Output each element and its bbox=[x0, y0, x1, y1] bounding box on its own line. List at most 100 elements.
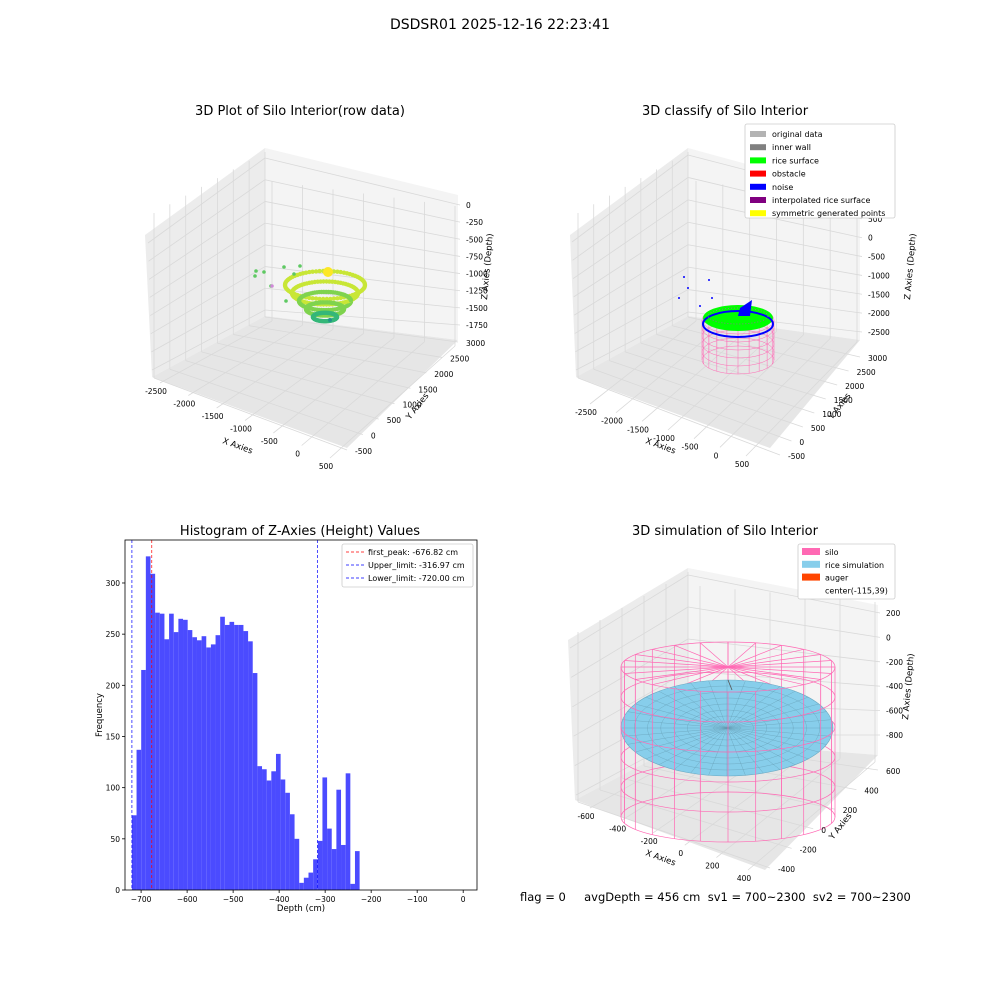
noise-point bbox=[699, 305, 701, 307]
x-tick-label: 0 bbox=[714, 451, 719, 460]
raw-point bbox=[253, 274, 257, 278]
rice-mesh-spoke bbox=[690, 727, 728, 774]
z-tick-label: -2000 bbox=[868, 309, 890, 318]
y-tick-label: 1000 bbox=[403, 401, 422, 410]
histogram-bar bbox=[308, 872, 314, 890]
histogram-bar bbox=[289, 814, 295, 890]
sim-y-label: Y Axies bbox=[827, 811, 855, 843]
raw-point bbox=[313, 296, 319, 301]
silo-lid-spoke bbox=[635, 666, 729, 680]
raw-point bbox=[307, 295, 312, 301]
legend-label: obstacle bbox=[772, 170, 806, 179]
silo-lid-spoke bbox=[652, 666, 729, 686]
histogram-bar bbox=[336, 789, 342, 890]
legend-swatch bbox=[750, 210, 766, 217]
raw-x-label: X Axies bbox=[221, 436, 254, 456]
auger-marker bbox=[727, 679, 733, 691]
rice-surface-point-cloud bbox=[703, 305, 773, 331]
histogram-bar bbox=[173, 632, 179, 890]
x-tick-label: −300 bbox=[315, 895, 336, 904]
raw-z-ticks: 0 -250 -500 -750 -1000 -1250 -1500 -1750 bbox=[466, 201, 488, 330]
z-tick-label: -1500 bbox=[466, 304, 488, 313]
raw-point bbox=[303, 270, 309, 275]
sim-z-ticks: 200 0 -200 -400 -600 -800 bbox=[886, 609, 903, 740]
x-tick-label: -2500 bbox=[145, 387, 167, 396]
histogram-bar bbox=[155, 612, 160, 890]
raw-plot-title: 3D Plot of Silo Interior(row data) bbox=[195, 104, 405, 119]
histogram-bar bbox=[150, 573, 156, 890]
raw-point bbox=[335, 296, 340, 301]
sim-x-ticks: -600 -400 -200 0 200 400 bbox=[577, 812, 751, 883]
rice-mesh-spoke bbox=[658, 727, 728, 765]
histogram-bar bbox=[303, 877, 309, 890]
z-tick-label: -600 bbox=[886, 707, 903, 716]
raw-point bbox=[292, 272, 296, 276]
x-tick-label: -2000 bbox=[601, 417, 623, 426]
histogram-bar bbox=[313, 859, 318, 890]
raw-point bbox=[310, 269, 315, 274]
raw-point bbox=[317, 268, 322, 274]
rice-mesh-spoke bbox=[627, 711, 728, 729]
hist-y-ticks: 0 50 100 150 200 250 300 bbox=[106, 579, 125, 895]
x-tick-label: -200 bbox=[641, 837, 658, 846]
histogram-bar bbox=[285, 792, 290, 890]
y-tick-label: 600 bbox=[886, 767, 901, 776]
figure-title: DSDSR01 2025-12-16 22:23:41 bbox=[389, 17, 610, 33]
raw-point bbox=[328, 296, 333, 302]
y-tick-label: 150 bbox=[106, 732, 121, 741]
silo-lid-spoke bbox=[624, 660, 729, 668]
histogram-bar bbox=[345, 773, 351, 890]
x-tick-label: -1500 bbox=[202, 412, 224, 421]
x-tick-label: −500 bbox=[223, 895, 244, 904]
histogram-bar bbox=[248, 641, 253, 890]
histogram-bar bbox=[327, 828, 332, 890]
sim-3d-plot: -600 -400 -200 0 200 400 -400 -200 0 200 400 600 2… bbox=[568, 543, 917, 883]
sim-legend: silo rice simulation auger center(-115,39) bbox=[797, 543, 896, 600]
histogram-bar bbox=[201, 636, 207, 890]
raw-point bbox=[298, 264, 302, 268]
histogram-bar bbox=[317, 840, 323, 890]
histogram-bar bbox=[229, 621, 235, 890]
y-tick-label: 1500 bbox=[834, 396, 853, 405]
legend-swatch bbox=[750, 144, 766, 151]
histogram-bar bbox=[210, 644, 216, 890]
raw-point bbox=[313, 269, 319, 274]
sim-rice-surface bbox=[620, 679, 834, 777]
legend-swatch bbox=[750, 157, 766, 164]
classify-x-ticks: -2500 -2000 -1500 -1000 -500 0 500 bbox=[575, 408, 749, 469]
rice-mesh-spoke bbox=[726, 727, 809, 760]
silo-lid-spoke bbox=[727, 666, 832, 674]
y-tick-label: 200 bbox=[106, 681, 121, 690]
z-tick-label: -500 bbox=[868, 253, 885, 262]
hist-frame bbox=[124, 539, 478, 891]
legend-label: Upper_limit: -316.97 cm bbox=[368, 561, 465, 570]
y-tick-label: 50 bbox=[110, 835, 120, 844]
rice-mesh-spoke bbox=[726, 682, 764, 729]
x-tick-label: −400 bbox=[269, 895, 290, 904]
histogram-bar bbox=[322, 777, 328, 890]
x-tick-label: −200 bbox=[361, 895, 382, 904]
y-tick-label: -500 bbox=[788, 452, 805, 461]
histogram-bar bbox=[215, 635, 221, 890]
raw-point bbox=[341, 306, 347, 311]
raw-point bbox=[321, 296, 326, 302]
x-tick-label: -2000 bbox=[173, 400, 195, 409]
noise-point bbox=[711, 297, 713, 299]
x-tick-label: 0 bbox=[461, 895, 466, 904]
rice-mesh-spoke bbox=[726, 696, 809, 729]
silo-lid-spoke bbox=[727, 660, 832, 668]
histogram-bar bbox=[206, 647, 211, 890]
y-tick-label: 1000 bbox=[822, 410, 841, 419]
histogram-bar bbox=[257, 766, 263, 890]
legend-label: original data bbox=[772, 130, 823, 139]
y-tick-label: 1500 bbox=[418, 385, 437, 394]
x-tick-label: -1000 bbox=[230, 425, 252, 434]
raw-point bbox=[324, 296, 329, 302]
noise-point bbox=[678, 297, 680, 299]
histogram-bar bbox=[131, 815, 137, 890]
status-line: flag = 0 avgDepth = 456 cm sv1 = 700~230… bbox=[520, 890, 911, 904]
silo-lid-spoke bbox=[727, 654, 821, 668]
histogram-bar bbox=[141, 669, 146, 890]
z-tick-label: -200 bbox=[886, 658, 903, 667]
